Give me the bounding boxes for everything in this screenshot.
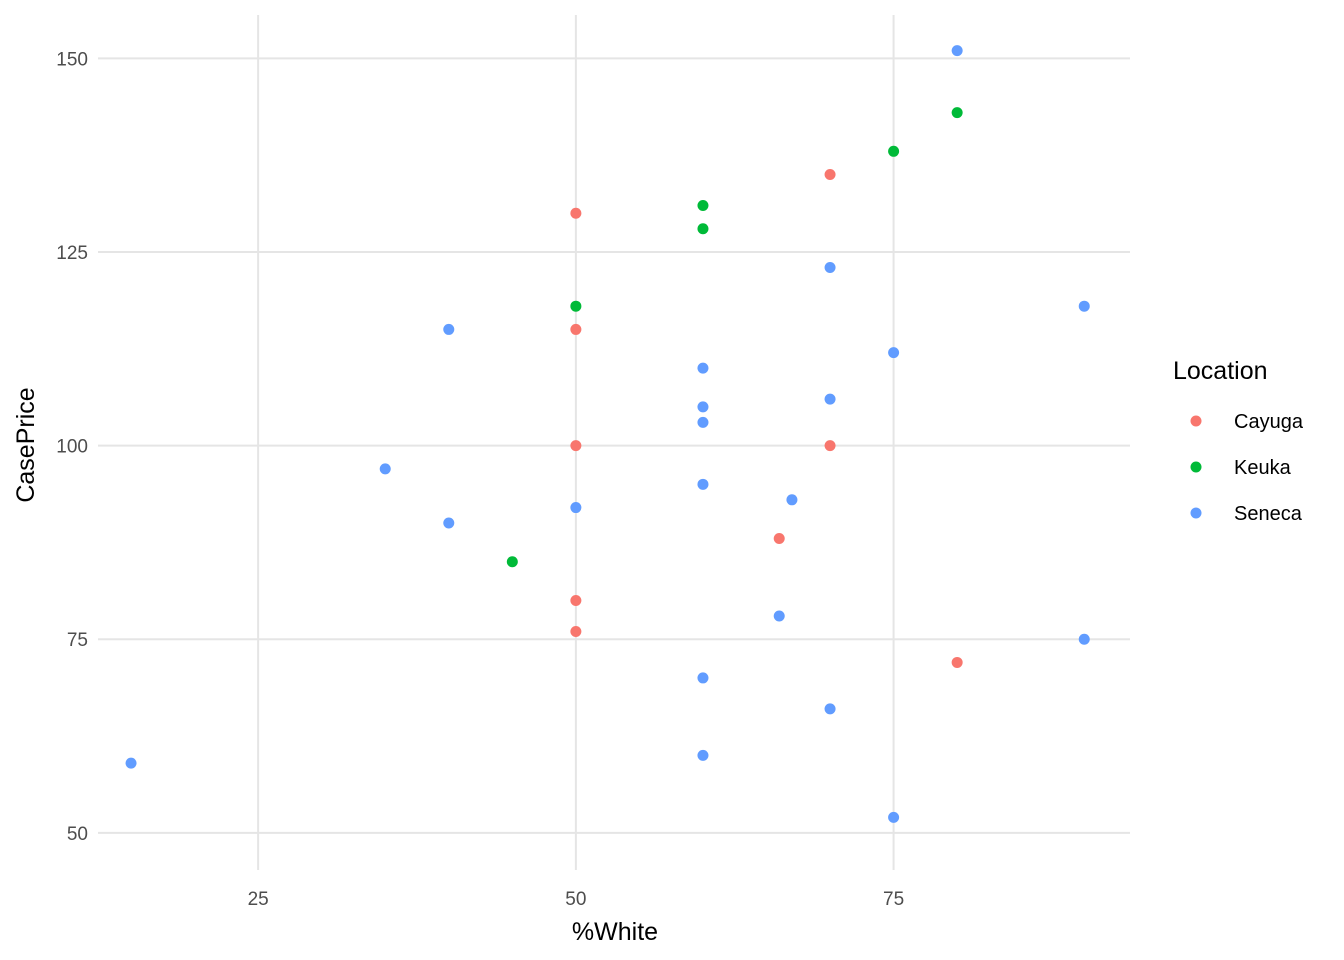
data-point-cayuga — [570, 207, 582, 219]
legend-items: Cayuga Keuka Seneca — [1190, 411, 1304, 525]
data-point-keuka — [888, 145, 900, 157]
data-point-cayuga — [951, 656, 963, 668]
legend-key-seneca — [1190, 507, 1202, 519]
data-point-seneca — [888, 347, 900, 359]
data-point-seneca — [1078, 633, 1090, 645]
data-points — [125, 45, 1090, 823]
data-point-seneca — [697, 478, 709, 490]
data-point-cayuga — [773, 533, 785, 545]
y-axis-title: CasePrice — [12, 387, 40, 502]
x-tick-label: 75 — [883, 889, 904, 910]
legend-key-keuka — [1190, 461, 1202, 473]
data-point-cayuga — [570, 440, 582, 452]
data-point-cayuga — [570, 323, 582, 335]
data-point-seneca — [824, 393, 836, 405]
y-tick-label: 50 — [67, 824, 88, 845]
legend-key-cayuga — [1190, 415, 1202, 427]
legend: Location Cayuga Keuka Seneca — [1173, 357, 1304, 525]
data-point-seneca — [697, 416, 709, 428]
y-tick-label: 100 — [56, 437, 88, 458]
horizontal-gridlines — [98, 57, 1130, 834]
data-point-cayuga — [824, 440, 836, 452]
data-point-seneca — [888, 811, 900, 823]
data-point-seneca — [951, 45, 963, 57]
y-tick-label: 75 — [67, 630, 88, 651]
data-point-seneca — [697, 672, 709, 684]
data-point-cayuga — [570, 625, 582, 637]
y-tick-label: 125 — [56, 243, 88, 264]
legend-label-cayuga: Cayuga — [1234, 411, 1304, 433]
data-point-seneca — [443, 323, 455, 335]
data-point-seneca — [697, 749, 709, 761]
data-point-keuka — [570, 300, 582, 312]
data-point-seneca — [1078, 300, 1090, 312]
legend-label-seneca: Seneca — [1234, 503, 1303, 525]
data-point-keuka — [697, 200, 709, 212]
data-point-cayuga — [570, 594, 582, 606]
data-point-keuka — [506, 556, 518, 568]
data-point-seneca — [379, 463, 391, 475]
x-tick-label: 25 — [248, 889, 269, 910]
data-point-seneca — [773, 610, 785, 622]
y-tick-label: 150 — [56, 49, 88, 70]
data-point-seneca — [570, 502, 582, 514]
data-point-seneca — [824, 261, 836, 273]
x-axis-title: %White — [572, 918, 658, 946]
data-point-keuka — [697, 223, 709, 235]
data-point-keuka — [951, 107, 963, 119]
y-axis-tick-labels: 50 75 100 125 150 — [56, 49, 88, 844]
data-point-seneca — [125, 757, 137, 769]
x-axis-tick-labels: 25 50 75 — [248, 889, 905, 910]
legend-label-keuka: Keuka — [1234, 457, 1292, 479]
data-point-seneca — [824, 703, 836, 715]
data-point-seneca — [697, 362, 709, 374]
data-point-cayuga — [824, 169, 836, 181]
x-tick-label: 50 — [565, 889, 586, 910]
legend-title: Location — [1173, 357, 1268, 385]
data-point-seneca — [697, 401, 709, 413]
data-point-seneca — [786, 494, 798, 506]
data-point-seneca — [443, 517, 455, 529]
